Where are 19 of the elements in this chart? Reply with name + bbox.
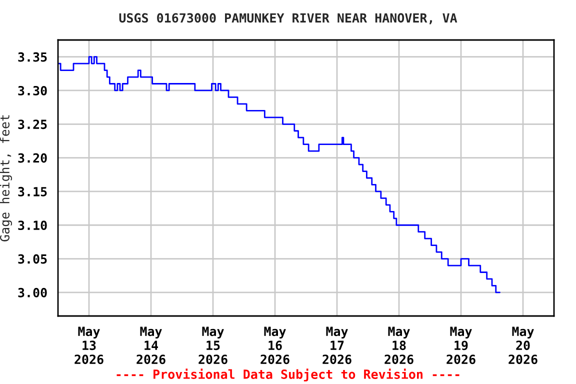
- y-tick-label: 3.15: [18, 186, 47, 196]
- x-tick-label: May 15 2026: [198, 326, 228, 364]
- x-tick-label: May 20 2026: [508, 326, 538, 364]
- x-tick-label: May 17 2026: [322, 326, 352, 364]
- y-tick-label: 3.00: [18, 288, 47, 298]
- y-tick-label: 3.10: [18, 220, 47, 230]
- y-tick-label: 3.25: [18, 120, 47, 130]
- x-tick-label: May 19 2026: [446, 326, 476, 364]
- x-tick-label: May 16 2026: [260, 326, 290, 364]
- y-tick-label: 3.35: [18, 52, 47, 62]
- x-tick-label: May 13 2026: [74, 326, 104, 364]
- y-tick-label: 3.20: [18, 153, 47, 163]
- chart-title: USGS 01673000 PAMUNKEY RIVER NEAR HANOVER, VA: [119, 13, 458, 24]
- x-tick-label: May 18 2026: [384, 326, 414, 364]
- x-tick-label: May 14 2026: [136, 326, 166, 364]
- y-tick-label: 3.30: [18, 86, 47, 96]
- text: ---- Provisional Data Subject to Revision ----: [116, 368, 460, 382]
- y-axis-title: Gage height, feet: [0, 115, 12, 242]
- y-tick-label: 3.05: [18, 254, 47, 264]
